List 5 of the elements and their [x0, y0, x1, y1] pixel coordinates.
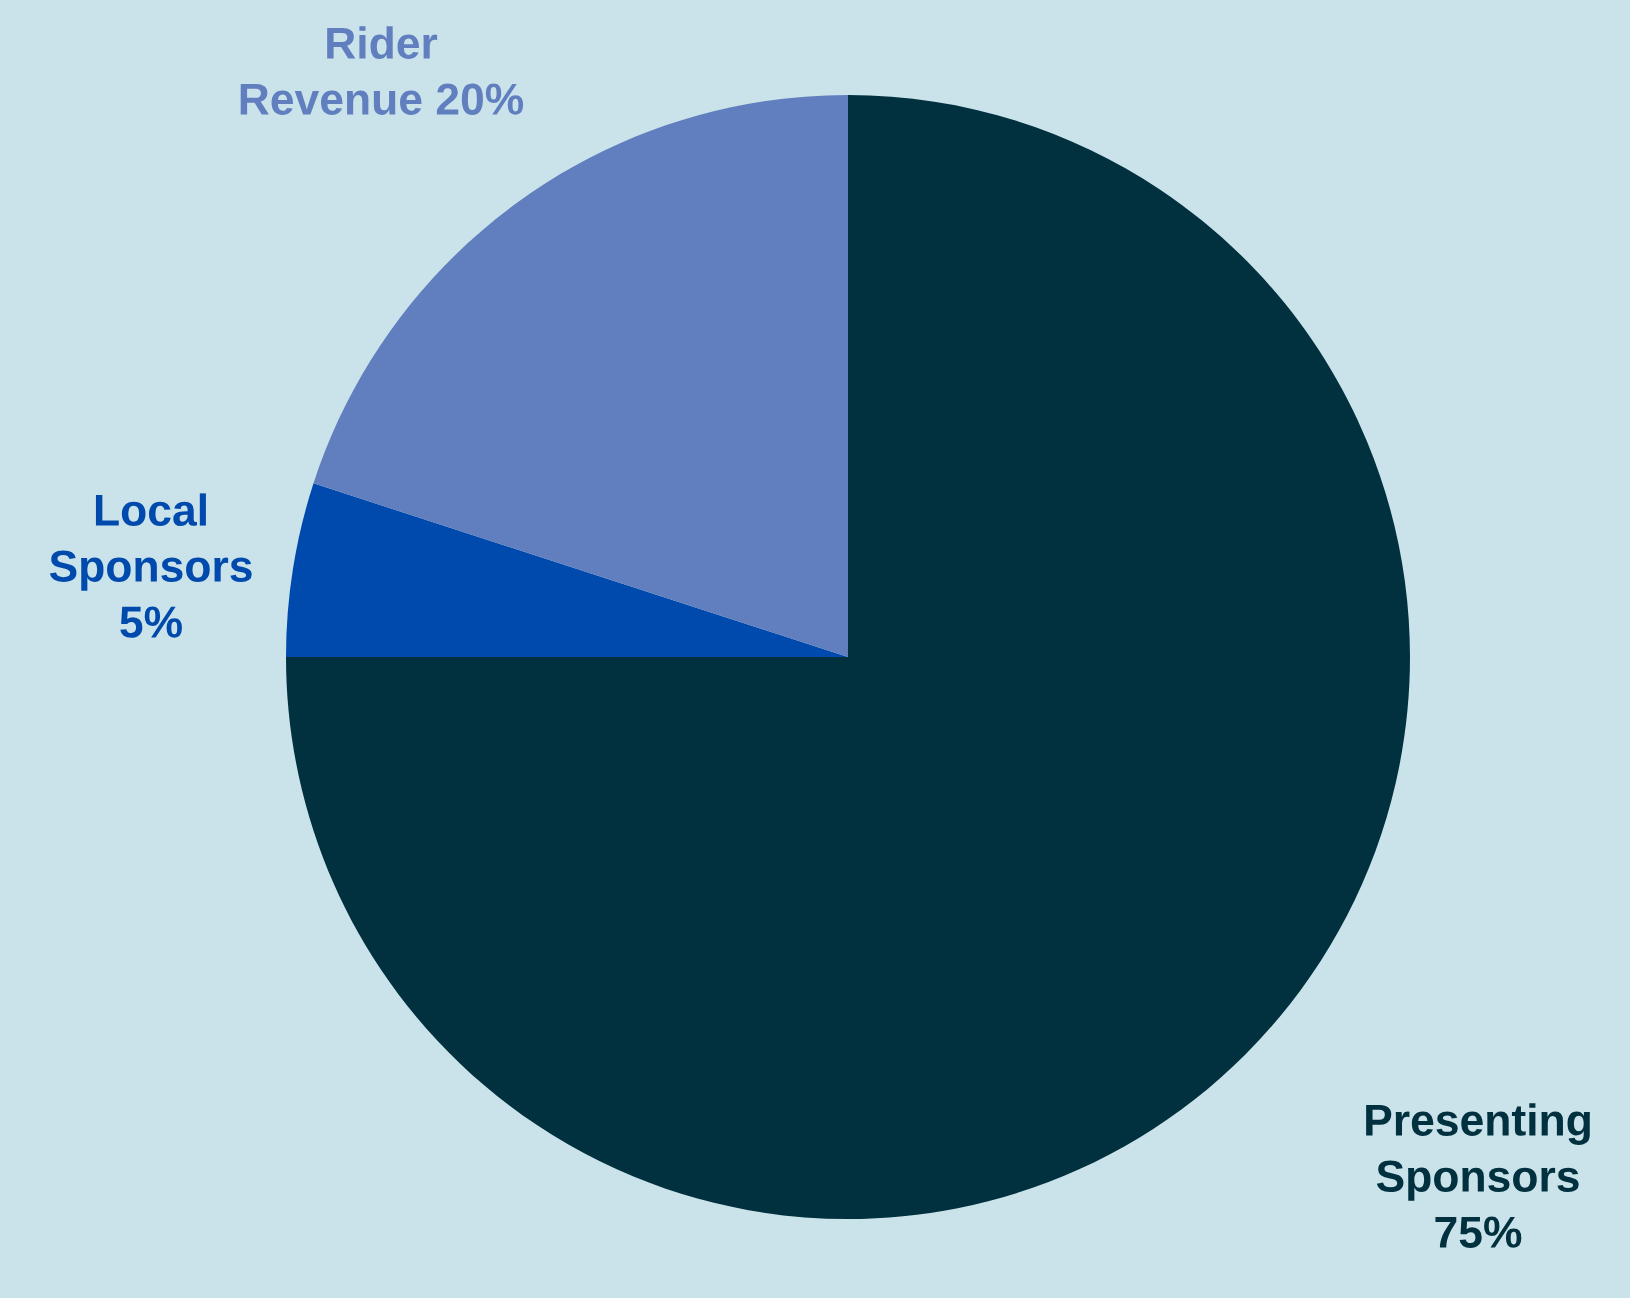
- slice-label: Rider Revenue 20%: [240, 26, 524, 115]
- slice-label: Presenting Sponsors: [1366, 1103, 1590, 1201]
- data-label: 5%: [120, 606, 182, 638]
- slice-label: Local Sponsors: [49, 493, 252, 591]
- data-label: 75%: [1435, 1216, 1522, 1248]
